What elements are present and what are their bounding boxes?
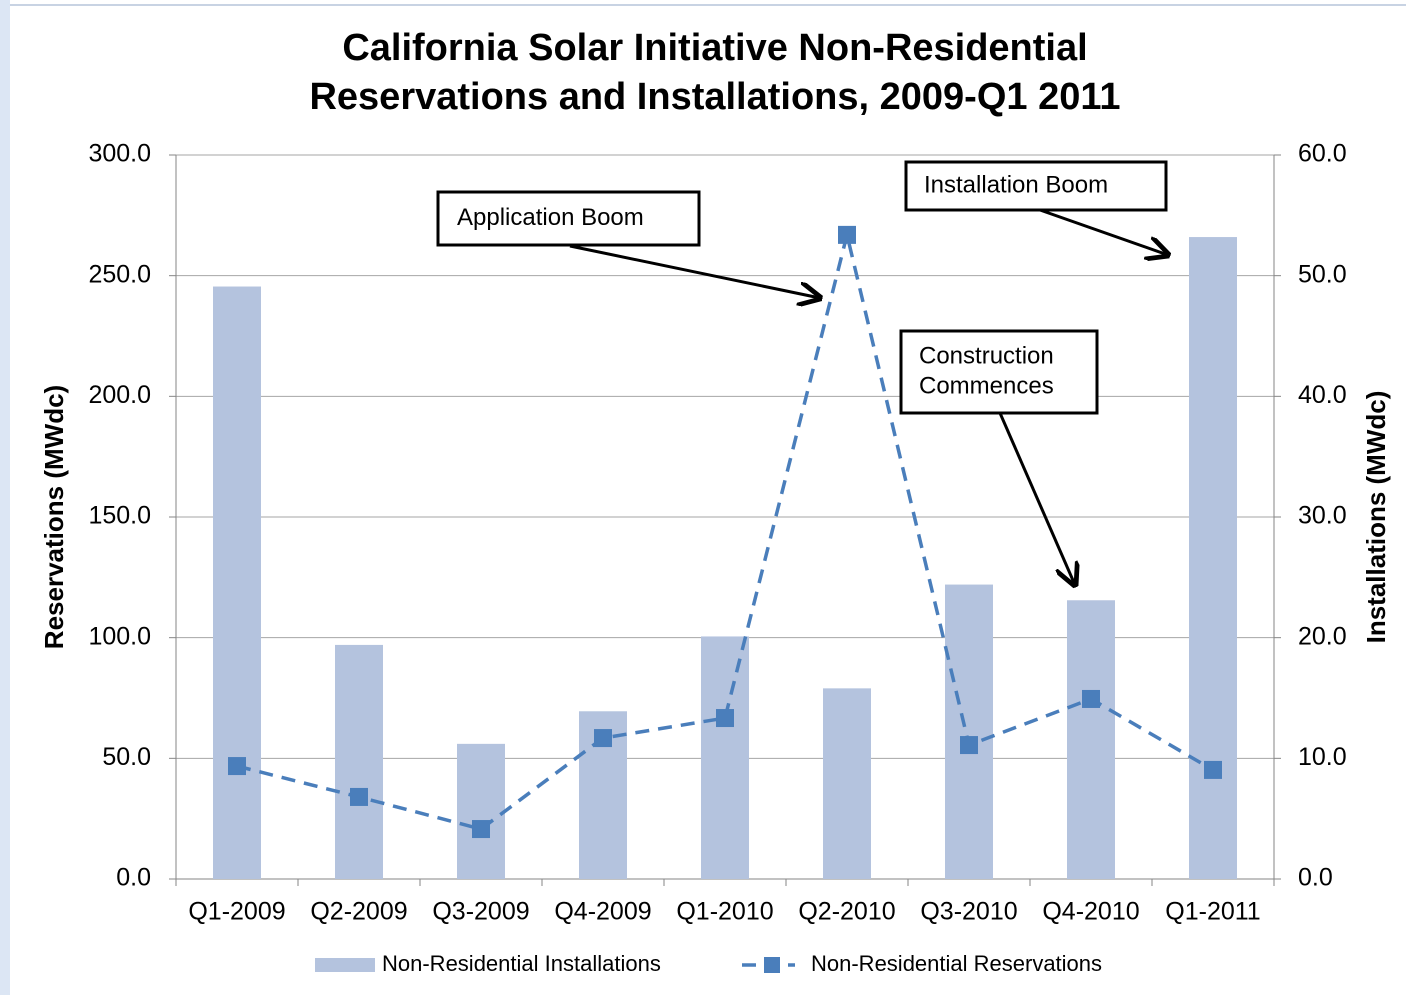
line-marker [960, 736, 978, 755]
y-axis-title: Reservations (MWdc) [39, 385, 69, 649]
annotation-box [436, 190, 701, 247]
line-marker [1082, 689, 1100, 708]
line-marker [1204, 760, 1222, 779]
y-tick-label: 200.0 [88, 381, 151, 409]
annotation-box [899, 329, 1099, 415]
x-tick-label: Q1-2010 [676, 898, 773, 926]
annotation-arrow [998, 412, 1075, 585]
y2-tick-label: 50.0 [1298, 260, 1347, 288]
x-tick-label: Q3-2010 [920, 898, 1017, 926]
line-marker [350, 787, 368, 806]
x-tick-label: Q2-2009 [310, 898, 407, 926]
y2-tick-label: 60.0 [1298, 140, 1347, 168]
x-tick-label: Q1-2009 [188, 898, 285, 926]
legend-marker [764, 957, 780, 973]
y-tick-label: 100.0 [88, 622, 151, 650]
legend-swatch [315, 958, 375, 972]
x-tick-label: Q4-2010 [1042, 898, 1139, 926]
annotation-box [904, 160, 1168, 212]
line-marker [594, 729, 612, 748]
bar [945, 584, 993, 879]
annotation-text: Commences [919, 372, 1054, 399]
annotation-text: Construction [919, 342, 1054, 369]
x-tick-label: Q2-2010 [798, 898, 895, 926]
bar [1067, 600, 1115, 879]
y2-tick-label: 30.0 [1298, 502, 1347, 530]
bar [701, 636, 749, 879]
line-marker [228, 757, 246, 776]
annotation-text: Installation Boom [924, 171, 1108, 198]
y-tick-label: 50.0 [102, 743, 151, 771]
y2-tick-label: 40.0 [1298, 381, 1347, 409]
x-tick-label: Q1-2011 [1165, 898, 1260, 926]
y2-tick-label: 10.0 [1298, 743, 1347, 771]
y2-tick-label: 0.0 [1298, 864, 1333, 892]
annotation-text: Application Boom [457, 204, 644, 231]
y-tick-label: 150.0 [88, 502, 151, 530]
y-tick-label: 0.0 [116, 864, 151, 892]
legend-label: Non-Residential Reservations [811, 951, 1102, 976]
y-tick-label: 300.0 [88, 140, 151, 168]
line [236, 234, 1214, 831]
bar [823, 688, 871, 879]
legend-label: Non-Residential Installations [382, 951, 661, 976]
annotation-arrow [1039, 208, 1168, 255]
line-marker [838, 225, 856, 244]
bar [335, 644, 383, 879]
y-tick-label: 250.0 [88, 260, 151, 288]
x-tick-label: Q3-2009 [432, 898, 529, 926]
y2-axis-title: Installations (MWdc) [1361, 391, 1391, 644]
y2-tick-label: 20.0 [1298, 622, 1347, 650]
annotation-arrow [569, 244, 820, 298]
line-marker [716, 709, 734, 728]
line-marker [472, 820, 490, 839]
chart-title: Reservations and Installations, 2009-Q1 … [309, 76, 1120, 118]
bar [457, 743, 505, 879]
x-tick-label: Q4-2009 [554, 898, 651, 926]
chart-title: California Solar Initiative Non-Resident… [342, 27, 1087, 69]
bar [1189, 237, 1237, 879]
frame-edge [0, 0, 10, 995]
bar [213, 286, 261, 879]
